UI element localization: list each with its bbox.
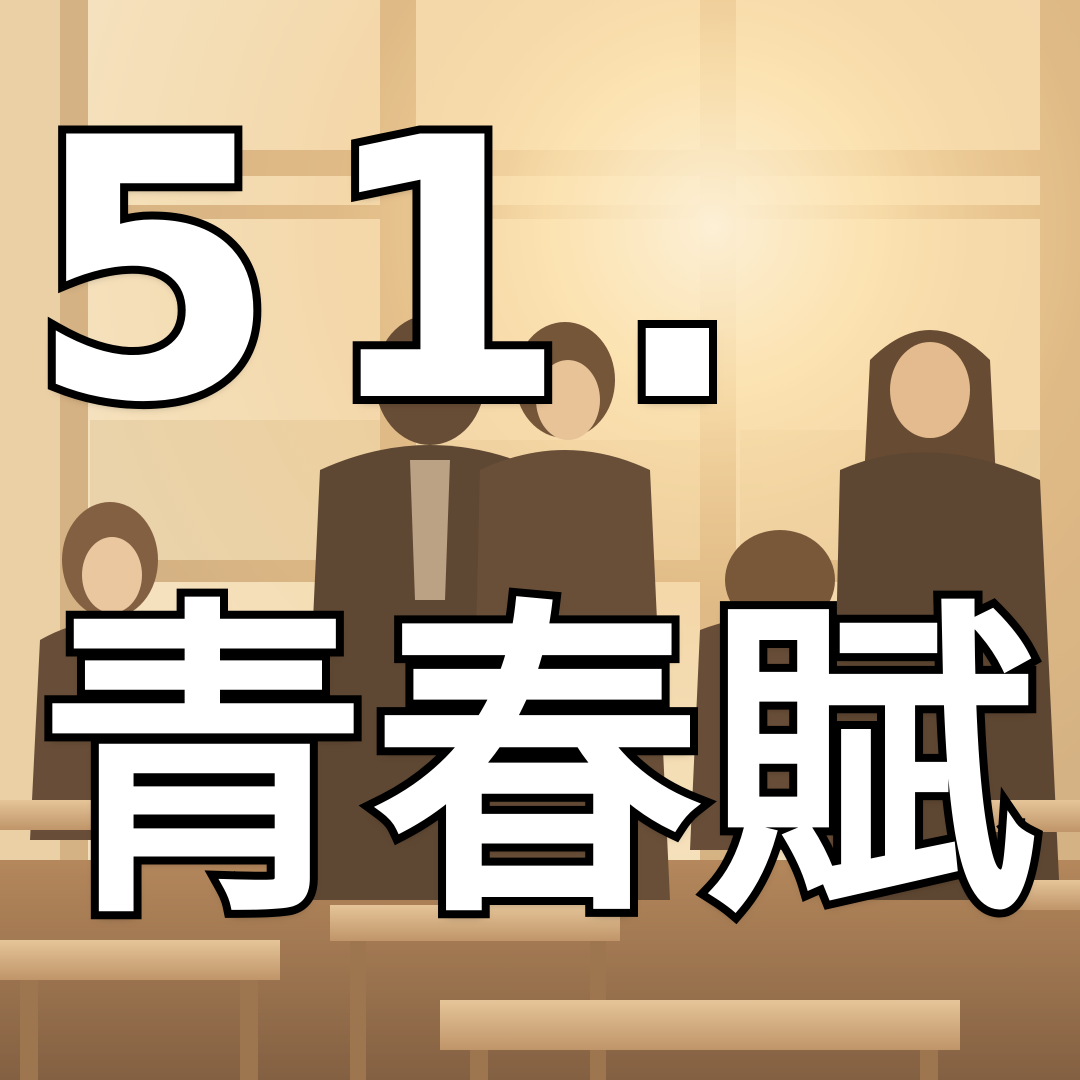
students: [30, 315, 1060, 900]
student-seated-right: [690, 530, 870, 850]
student-seated-left: [30, 502, 200, 840]
desks: [0, 800, 1080, 1080]
student-standing-girl-right: [830, 330, 1060, 900]
student-standing-girl-center: [470, 322, 670, 900]
caption-number: 51.: [20, 62, 786, 481]
caption-title: 青春賦: [30, 573, 1044, 957]
